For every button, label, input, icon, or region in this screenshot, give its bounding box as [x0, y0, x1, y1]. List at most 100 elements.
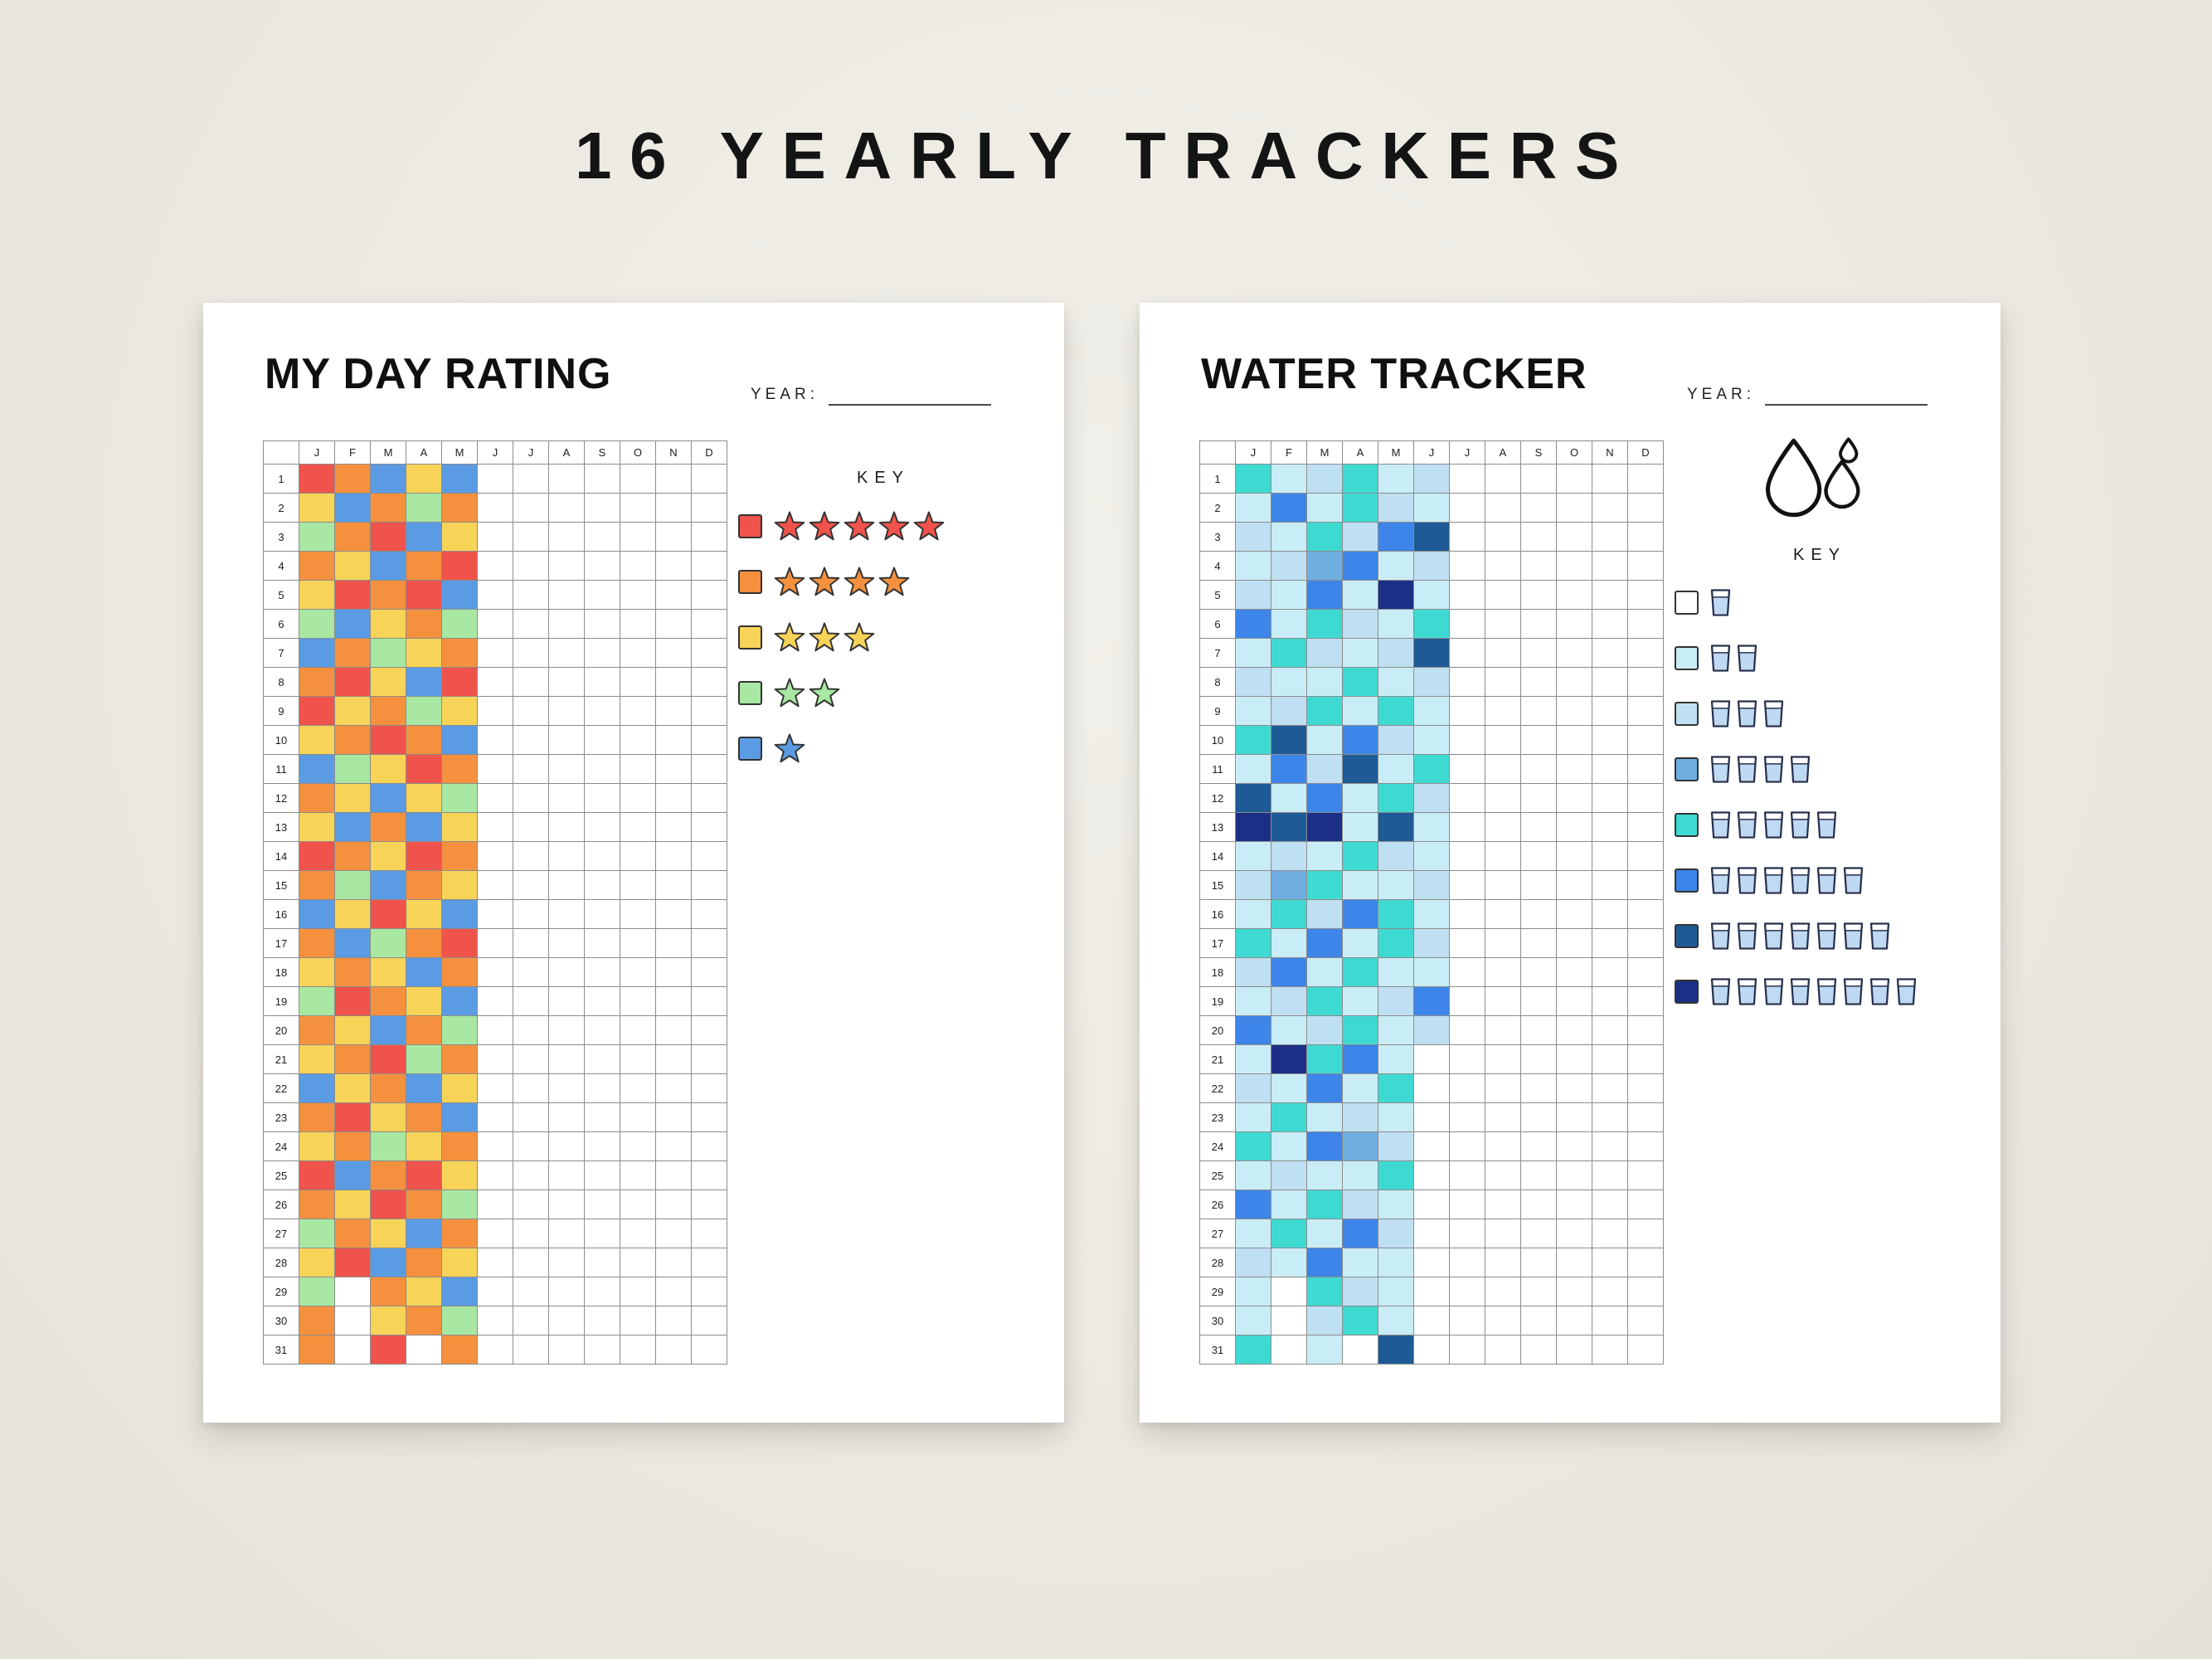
water-tracker-key: KEY — [1675, 546, 1965, 1031]
day-cell — [1485, 697, 1521, 726]
day-cell — [335, 1219, 371, 1248]
day-cell — [1414, 1277, 1450, 1306]
day-cell — [299, 784, 335, 813]
day-cell — [1485, 1306, 1521, 1335]
day-cell — [442, 1248, 478, 1277]
day-cell — [442, 1277, 478, 1306]
day-cell — [478, 987, 513, 1016]
day-cell — [335, 929, 371, 958]
day-cell — [513, 1103, 549, 1132]
day-cell — [1343, 494, 1378, 523]
day-cell — [1414, 784, 1450, 813]
key-icons — [1709, 810, 1842, 839]
day-cell — [692, 523, 727, 552]
day-cell — [1450, 697, 1485, 726]
day-cell — [656, 1132, 692, 1161]
day-cell — [513, 1248, 549, 1277]
day-cell — [1485, 755, 1521, 784]
grid-row: 6 — [264, 610, 727, 639]
day-cell — [656, 1074, 692, 1103]
day-number: 4 — [264, 552, 299, 581]
day-cell — [513, 1045, 549, 1074]
day-cell — [442, 610, 478, 639]
day-cell — [585, 1161, 620, 1190]
day-cell — [1378, 581, 1414, 610]
day-rating-key: KEY — [738, 469, 1028, 787]
day-cell — [1378, 1045, 1414, 1074]
day-cell — [371, 552, 406, 581]
day-cell — [1450, 726, 1485, 755]
grid-row: 18 — [1200, 958, 1664, 987]
star-icon — [809, 622, 840, 652]
day-cell — [585, 1277, 620, 1306]
day-cell — [1414, 523, 1450, 552]
day-cell — [1414, 929, 1450, 958]
day-cell — [656, 871, 692, 900]
day-number: 16 — [264, 900, 299, 929]
day-cell — [1592, 639, 1628, 668]
day-cell — [1307, 871, 1343, 900]
day-cell — [1592, 1161, 1628, 1190]
day-cell — [1592, 465, 1628, 494]
day-cell — [1271, 668, 1307, 697]
day-cell — [1521, 900, 1557, 929]
day-cell — [1236, 1074, 1271, 1103]
day-cell — [1343, 1103, 1378, 1132]
day-cell — [656, 813, 692, 842]
grid-row: 10 — [264, 726, 727, 755]
day-cell — [371, 900, 406, 929]
grid-row: 31 — [264, 1335, 727, 1365]
day-cell — [692, 784, 727, 813]
day-cell — [1557, 842, 1592, 871]
day-cell — [1236, 1132, 1271, 1161]
day-cell — [1236, 697, 1271, 726]
day-cell — [1271, 1161, 1307, 1190]
day-cell — [1307, 900, 1343, 929]
day-cell — [1592, 1103, 1628, 1132]
day-cell — [585, 1045, 620, 1074]
day-cell — [513, 465, 549, 494]
day-cell — [1271, 929, 1307, 958]
day-number: 29 — [1200, 1277, 1236, 1306]
day-cell — [1450, 1190, 1485, 1219]
day-cell — [549, 523, 585, 552]
day-cell — [1450, 987, 1485, 1016]
day-cell — [1414, 552, 1450, 581]
day-cell — [1450, 581, 1485, 610]
day-number: 2 — [264, 494, 299, 523]
day-cell — [371, 1306, 406, 1335]
grid-row: 1 — [1200, 465, 1664, 494]
key-color-swatch — [1675, 757, 1699, 781]
day-cell — [442, 1132, 478, 1161]
day-cell — [371, 465, 406, 494]
key-color-swatch — [1675, 979, 1699, 1004]
day-cell — [1557, 1277, 1592, 1306]
day-cell — [692, 1219, 727, 1248]
day-cell — [442, 929, 478, 958]
day-cell — [513, 668, 549, 697]
day-cell — [1592, 1074, 1628, 1103]
day-cell — [1450, 639, 1485, 668]
water-tracker-key-rows — [1675, 586, 1965, 1007]
day-number: 30 — [1200, 1306, 1236, 1335]
day-cell — [513, 929, 549, 958]
day-cell — [478, 552, 513, 581]
day-number: 22 — [1200, 1074, 1236, 1103]
day-cell — [656, 1306, 692, 1335]
day-cell — [620, 871, 656, 900]
grid-row: 31 — [1200, 1335, 1664, 1365]
day-cell — [656, 1248, 692, 1277]
day-cell — [656, 494, 692, 523]
day-cell — [513, 1219, 549, 1248]
star-icon — [774, 733, 805, 763]
day-cell — [1557, 697, 1592, 726]
grid-row: 21 — [1200, 1045, 1664, 1074]
day-cell — [1307, 1335, 1343, 1365]
day-cell — [1378, 494, 1414, 523]
day-number: 1 — [1200, 465, 1236, 494]
day-cell — [1414, 726, 1450, 755]
day-cell — [585, 523, 620, 552]
water-drops-icon — [1766, 437, 1860, 518]
month-header: N — [656, 441, 692, 465]
day-cell — [1450, 1132, 1485, 1161]
